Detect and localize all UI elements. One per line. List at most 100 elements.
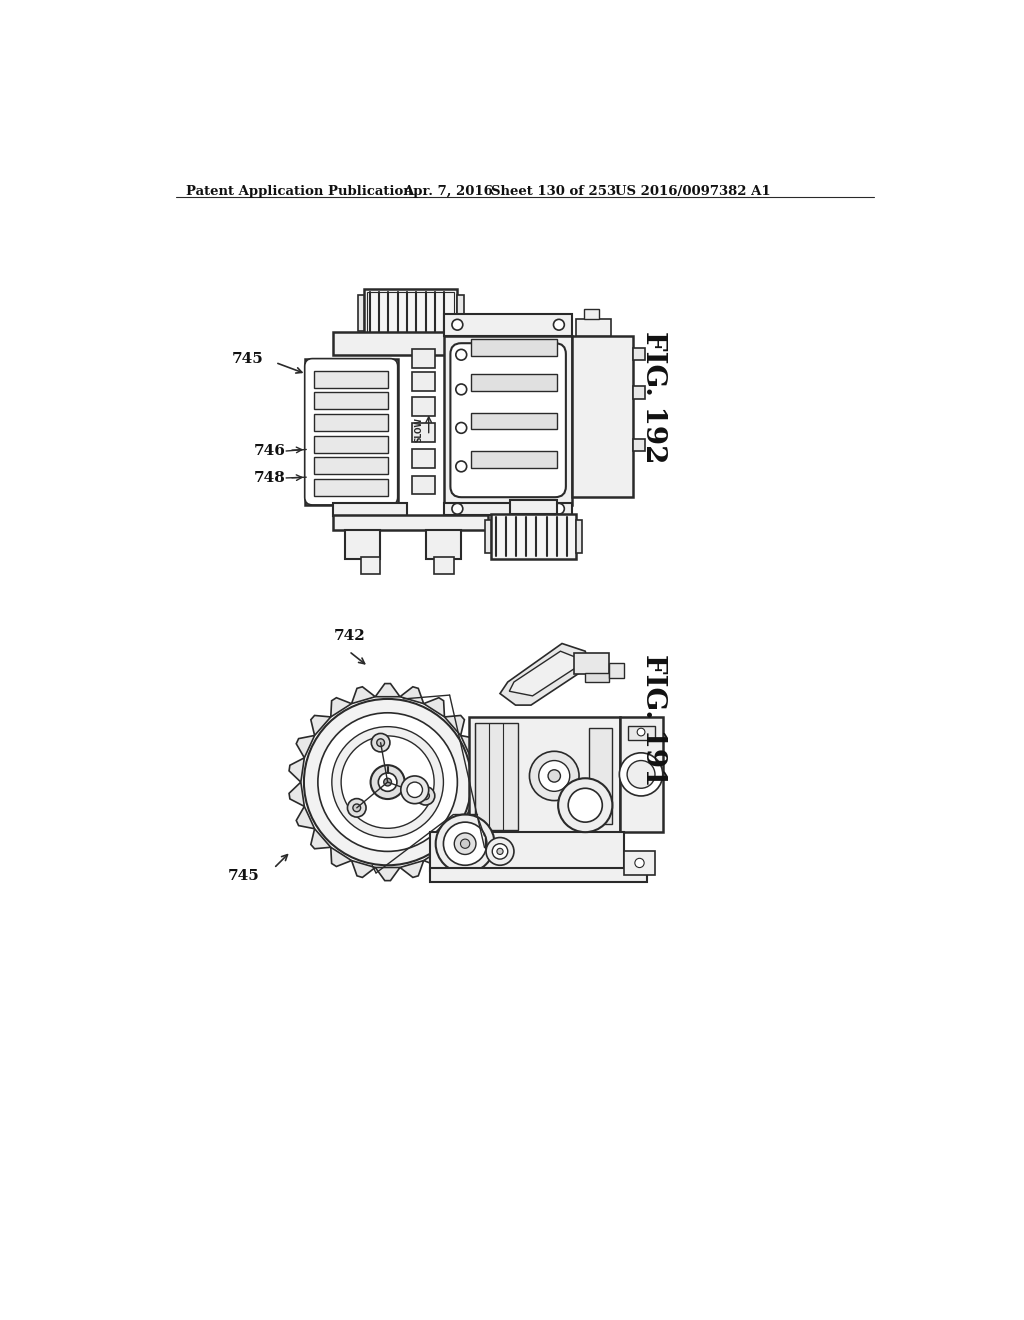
Circle shape: [400, 776, 429, 804]
Circle shape: [452, 503, 463, 513]
Circle shape: [465, 506, 476, 516]
Circle shape: [347, 799, 366, 817]
Bar: [572, 335, 633, 498]
Circle shape: [456, 461, 467, 471]
Bar: [314, 414, 388, 430]
Bar: [584, 309, 599, 318]
Bar: [633, 387, 645, 399]
Polygon shape: [296, 807, 314, 829]
Bar: [314, 436, 388, 453]
Polygon shape: [509, 651, 578, 696]
Circle shape: [443, 822, 486, 866]
Polygon shape: [311, 715, 331, 735]
Polygon shape: [424, 698, 444, 717]
Circle shape: [304, 700, 471, 866]
Text: 746: 746: [254, 444, 286, 458]
Bar: [586, 673, 608, 682]
Bar: [314, 479, 388, 496]
Bar: [444, 314, 572, 335]
Bar: [412, 372, 435, 391]
Polygon shape: [289, 781, 304, 807]
Bar: [314, 392, 388, 409]
Circle shape: [486, 837, 514, 866]
Circle shape: [384, 779, 391, 785]
Circle shape: [539, 760, 569, 792]
Bar: [314, 457, 388, 474]
Bar: [471, 374, 557, 391]
Bar: [334, 503, 407, 516]
Circle shape: [416, 787, 435, 805]
Circle shape: [558, 779, 612, 832]
Bar: [412, 449, 435, 469]
Bar: [628, 726, 655, 739]
Text: 748: 748: [254, 471, 286, 484]
Circle shape: [493, 843, 508, 859]
Bar: [334, 515, 488, 531]
Circle shape: [372, 734, 390, 752]
Bar: [430, 832, 624, 871]
Polygon shape: [400, 861, 424, 878]
Polygon shape: [296, 735, 314, 758]
Circle shape: [435, 814, 495, 873]
Circle shape: [497, 849, 503, 854]
Circle shape: [637, 729, 645, 737]
Circle shape: [554, 503, 564, 513]
Text: 745: 745: [228, 869, 260, 883]
Bar: [633, 438, 645, 451]
Bar: [388, 337, 434, 354]
Circle shape: [620, 752, 663, 796]
Bar: [314, 371, 388, 388]
Bar: [334, 331, 488, 355]
Bar: [469, 717, 621, 836]
Bar: [490, 515, 575, 558]
Circle shape: [422, 792, 429, 800]
Circle shape: [461, 840, 470, 849]
Circle shape: [378, 774, 397, 792]
Polygon shape: [400, 686, 424, 704]
Bar: [633, 348, 645, 360]
Circle shape: [456, 350, 467, 360]
Polygon shape: [444, 715, 465, 735]
Circle shape: [635, 858, 644, 867]
Bar: [471, 451, 557, 469]
Text: Patent Application Publication: Patent Application Publication: [186, 185, 413, 198]
Text: FIG. 192: FIG. 192: [640, 331, 667, 463]
Bar: [368, 293, 455, 334]
Polygon shape: [311, 829, 331, 849]
Polygon shape: [471, 758, 486, 781]
Polygon shape: [471, 781, 486, 807]
Polygon shape: [375, 867, 400, 880]
Polygon shape: [424, 847, 444, 866]
Bar: [484, 520, 490, 553]
Text: FIG. 191: FIG. 191: [640, 655, 667, 787]
Bar: [365, 289, 458, 337]
Text: US 2016/0097382 A1: US 2016/0097382 A1: [614, 185, 770, 198]
Circle shape: [529, 751, 579, 800]
Text: Sheet 130 of 253: Sheet 130 of 253: [490, 185, 615, 198]
Polygon shape: [351, 861, 375, 878]
Bar: [510, 500, 557, 515]
Circle shape: [371, 766, 404, 799]
FancyBboxPatch shape: [305, 359, 397, 506]
Polygon shape: [351, 686, 375, 704]
Circle shape: [407, 781, 423, 797]
Circle shape: [377, 739, 384, 747]
Text: 745: 745: [231, 351, 263, 366]
Bar: [608, 663, 624, 678]
Circle shape: [456, 384, 467, 395]
Bar: [589, 729, 612, 825]
Bar: [471, 412, 557, 429]
Bar: [434, 557, 454, 574]
Polygon shape: [500, 644, 589, 705]
Bar: [475, 723, 518, 830]
Bar: [471, 339, 557, 356]
Circle shape: [452, 319, 463, 330]
Polygon shape: [461, 807, 479, 829]
Circle shape: [465, 338, 476, 348]
Text: SLOW: SLOW: [415, 417, 424, 442]
Bar: [412, 397, 435, 416]
Bar: [458, 296, 464, 331]
Circle shape: [554, 319, 564, 330]
Bar: [412, 350, 435, 368]
Polygon shape: [331, 847, 351, 866]
